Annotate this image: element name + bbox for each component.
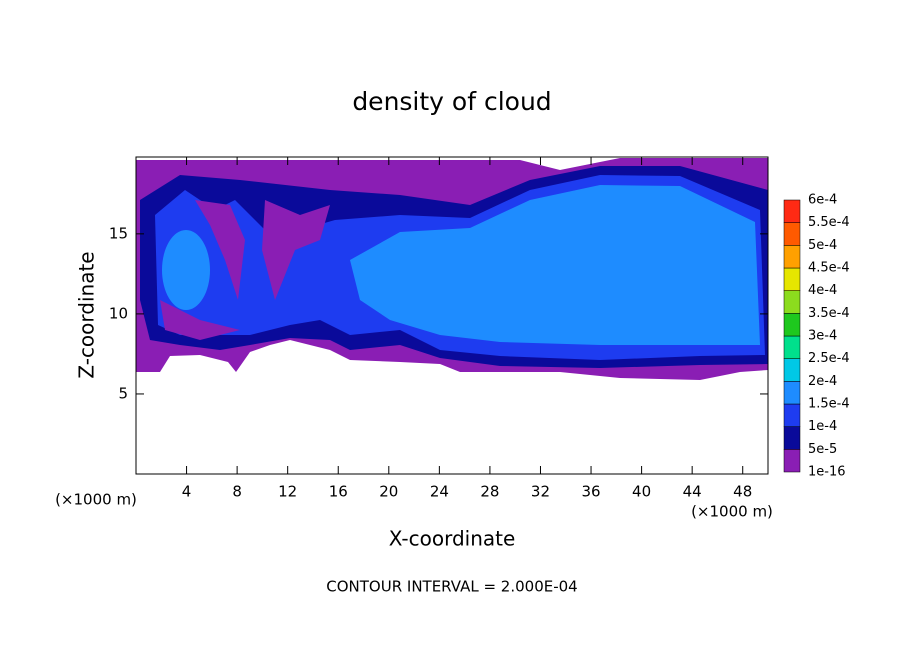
contour-field (136, 158, 768, 380)
colorbar-label: 5.5e-4 (808, 215, 850, 230)
colorbar-swatch (783, 245, 801, 269)
colorbar-label: 1.5e-4 (808, 397, 850, 412)
z-unit-label: (×1000 m) (55, 491, 137, 509)
colorbar-label: 3e-4 (808, 329, 837, 344)
x-tick-label: 28 (480, 483, 499, 501)
x-tick-label: 44 (683, 483, 702, 501)
colorbar-label: 2.5e-4 (808, 351, 850, 366)
footer-note: CONTOUR INTERVAL = 2.000E-04 (326, 578, 577, 596)
colorbar-swatch (783, 313, 801, 337)
colorbar-swatch (783, 449, 801, 473)
x-tick-label: 24 (430, 483, 449, 501)
colorbar-label: 6e-4 (808, 193, 837, 208)
colorbar-label: 1e-16 (808, 465, 846, 480)
x-tick-label: 48 (733, 483, 752, 501)
colorbar-swatch (783, 358, 801, 382)
x-tick-label: 16 (329, 483, 348, 501)
colorbar-label: 5e-5 (808, 442, 837, 457)
y-tick-label: 10 (109, 304, 128, 322)
colorbar-swatch (783, 290, 801, 314)
x-tick-label: 20 (379, 483, 398, 501)
colorbar-label: 4e-4 (808, 283, 837, 298)
colorbar-label: 4.5e-4 (808, 261, 850, 276)
colorbar-swatch (783, 199, 801, 223)
colorbar-label: 5e-4 (808, 238, 837, 253)
x-tick-label: 12 (278, 483, 297, 501)
colorbar-swatch (783, 403, 801, 427)
x-tick-label: 32 (531, 483, 550, 501)
colorbar-swatch (783, 267, 801, 291)
x-tick-label: 40 (632, 483, 651, 501)
x-unit-label: (×1000 m) (691, 503, 773, 521)
y-tick-label: 5 (118, 384, 128, 402)
colorbar-swatch (783, 222, 801, 246)
colorbar-label: 1e-4 (808, 419, 837, 434)
x-tick-label: 36 (581, 483, 600, 501)
colorbar-swatch (783, 381, 801, 405)
colorbar-label: 3.5e-4 (808, 306, 850, 321)
x-tick-label: 4 (182, 483, 192, 501)
colorbar-swatch (783, 426, 801, 450)
y-axis-label: Z-coordinate (75, 251, 99, 378)
chart-title: density of cloud (352, 87, 551, 116)
plot-frame (135, 156, 769, 475)
colorbar-swatch (783, 335, 801, 359)
x-axis-label: X-coordinate (389, 527, 516, 551)
y-tick-label: 15 (109, 224, 128, 242)
x-tick-label: 8 (232, 483, 242, 501)
colorbar-label: 2e-4 (808, 374, 837, 389)
